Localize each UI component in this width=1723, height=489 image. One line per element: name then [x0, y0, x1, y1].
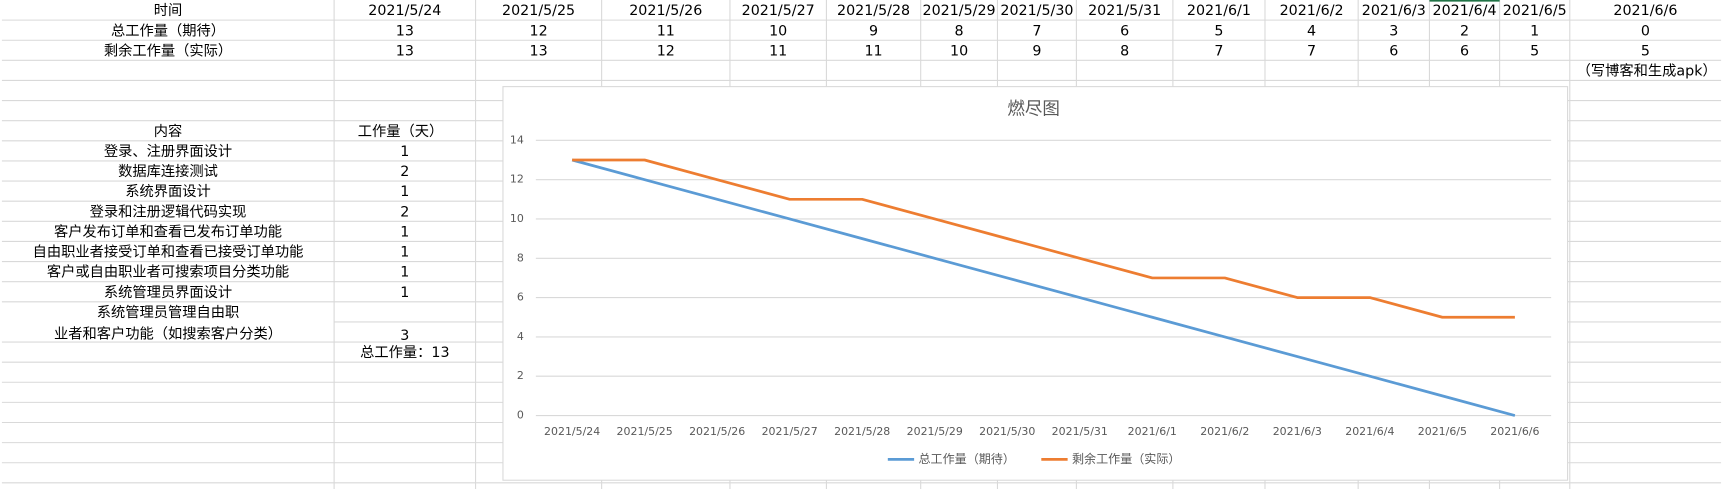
- y-tick-label: 12: [510, 173, 524, 186]
- row-value[interactable]: 6: [1120, 23, 1129, 39]
- x-tick-label: 2021/5/25: [617, 425, 673, 438]
- date-header[interactable]: 2021/6/4: [1433, 3, 1497, 19]
- x-tick-label: 2021/5/29: [907, 425, 963, 438]
- row-value[interactable]: 2: [1460, 23, 1469, 39]
- date-header[interactable]: 2021/5/26: [629, 3, 702, 19]
- series-line: [572, 158, 1515, 319]
- tasks-header[interactable]: 工作量（天）: [358, 123, 444, 140]
- row-value[interactable]: 13: [396, 43, 414, 59]
- y-tick-label: 4: [517, 330, 524, 343]
- date-header[interactable]: 2021/5/24: [368, 3, 441, 19]
- note[interactable]: （写博客和生成apk）: [1577, 63, 1717, 80]
- task-days[interactable]: 3: [400, 328, 409, 344]
- row-value[interactable]: 3: [1389, 23, 1398, 39]
- task-days[interactable]: 2: [400, 204, 409, 220]
- row-value[interactable]: 11: [657, 23, 675, 39]
- x-tick-label: 2021/6/2: [1200, 425, 1249, 438]
- chart-area[interactable]: [502, 86, 1569, 481]
- date-header[interactable]: 2021/5/29: [923, 3, 996, 19]
- x-tick-label: 2021/6/5: [1418, 425, 1467, 438]
- x-tick-label: 2021/6/6: [1490, 425, 1539, 438]
- task-days[interactable]: 1: [400, 184, 409, 200]
- date-header[interactable]: 2021/5/28: [837, 3, 910, 19]
- task-name[interactable]: 数据库连接测试: [118, 163, 218, 180]
- task-name[interactable]: 系统管理员界面设计: [104, 284, 232, 301]
- task-name[interactable]: 自由职业者接受订单和查看已接受订单功能: [33, 244, 304, 261]
- date-header[interactable]: 2021/6/5: [1503, 3, 1567, 19]
- tasks-header[interactable]: 内容: [154, 123, 183, 140]
- row-value[interactable]: 8: [955, 23, 964, 39]
- x-tick-label: 2021/6/1: [1128, 425, 1177, 438]
- series-line: [571, 158, 1516, 417]
- date-header[interactable]: 2021/5/30: [1000, 3, 1073, 19]
- date-header[interactable]: 2021/5/25: [502, 3, 575, 19]
- task-days[interactable]: 1: [400, 224, 409, 240]
- y-tick-label: 6: [517, 291, 524, 304]
- date-header[interactable]: 2021/5/31: [1088, 3, 1161, 19]
- row-value[interactable]: 4: [1307, 23, 1316, 39]
- task-days[interactable]: 1: [400, 265, 409, 281]
- row-value[interactable]: 12: [530, 23, 548, 39]
- row-value[interactable]: 8: [1120, 43, 1129, 59]
- date-header[interactable]: 2021/6/1: [1187, 3, 1251, 19]
- row-value[interactable]: 13: [530, 43, 548, 59]
- y-tick-label: 14: [510, 133, 524, 146]
- date-header[interactable]: 2021/6/6: [1613, 3, 1677, 19]
- task-days[interactable]: 1: [400, 144, 409, 160]
- date-header[interactable]: 2021/5/27: [742, 3, 815, 19]
- y-tick-label: 8: [517, 251, 524, 264]
- date-header[interactable]: 2021/6/3: [1362, 3, 1426, 19]
- row-value[interactable]: 5: [1214, 23, 1223, 39]
- task-name[interactable]: 系统界面设计: [125, 183, 211, 200]
- row-value[interactable]: 9: [869, 23, 878, 39]
- row-value[interactable]: 10: [769, 23, 787, 39]
- task-days[interactable]: 2: [400, 164, 409, 180]
- row-value[interactable]: 13: [396, 23, 414, 39]
- row-value[interactable]: 0: [1641, 23, 1650, 39]
- row-value[interactable]: 5: [1641, 43, 1650, 59]
- row-value[interactable]: 10: [950, 43, 968, 59]
- task-name[interactable]: 系统管理员管理自由职: [97, 304, 240, 321]
- row-value[interactable]: 11: [769, 43, 787, 59]
- x-tick-label: 2021/5/31: [1052, 425, 1108, 438]
- task-name[interactable]: 业者和客户功能（如搜索客户分类）: [54, 326, 282, 343]
- header-label[interactable]: 时间: [154, 2, 183, 19]
- row-value[interactable]: 7: [1307, 43, 1316, 59]
- x-tick-label: 2021/5/30: [979, 425, 1035, 438]
- x-tick-label: 2021/5/26: [689, 425, 745, 438]
- row-value[interactable]: 6: [1389, 43, 1398, 59]
- row-value[interactable]: 6: [1460, 43, 1469, 59]
- legend-label: 总工作量（期待）: [919, 452, 1015, 466]
- row-value[interactable]: 1: [1530, 23, 1539, 39]
- task-name[interactable]: 客户发布订单和查看已发布订单功能: [54, 223, 282, 240]
- y-tick-label: 2: [517, 369, 524, 382]
- task-days[interactable]: 1: [400, 245, 409, 261]
- x-tick-label: 2021/6/3: [1273, 425, 1322, 438]
- row-value[interactable]: 5: [1530, 43, 1539, 59]
- total-workload[interactable]: 总工作量：13: [360, 344, 449, 361]
- row-value[interactable]: 12: [657, 43, 675, 59]
- row-label[interactable]: 总工作量（期待）: [111, 22, 225, 39]
- x-tick-label: 2021/6/4: [1345, 425, 1394, 438]
- task-days[interactable]: 1: [400, 285, 409, 301]
- row-value[interactable]: 7: [1214, 43, 1223, 59]
- chart-title: 燃尽图: [1007, 100, 1060, 120]
- row-value[interactable]: 9: [1032, 43, 1041, 59]
- row-label[interactable]: 剩余工作量（实际）: [104, 41, 232, 59]
- x-tick-label: 2021/5/28: [834, 425, 890, 438]
- date-header[interactable]: 2021/6/2: [1280, 3, 1344, 19]
- task-name[interactable]: 登录和注册逻辑代码实现: [90, 203, 247, 220]
- row-value[interactable]: 11: [864, 43, 882, 59]
- y-tick-label: 10: [510, 212, 524, 225]
- row-value[interactable]: 7: [1032, 23, 1041, 39]
- task-name[interactable]: 登录、注册界面设计: [104, 143, 232, 160]
- y-tick-label: 0: [517, 409, 524, 422]
- x-tick-label: 2021/5/27: [762, 425, 818, 438]
- legend-label: 剩余工作量（实际）: [1072, 451, 1180, 466]
- x-tick-label: 2021/5/24: [544, 425, 600, 438]
- task-name[interactable]: 客户或自由职业者可搜索项目分类功能: [47, 264, 289, 281]
